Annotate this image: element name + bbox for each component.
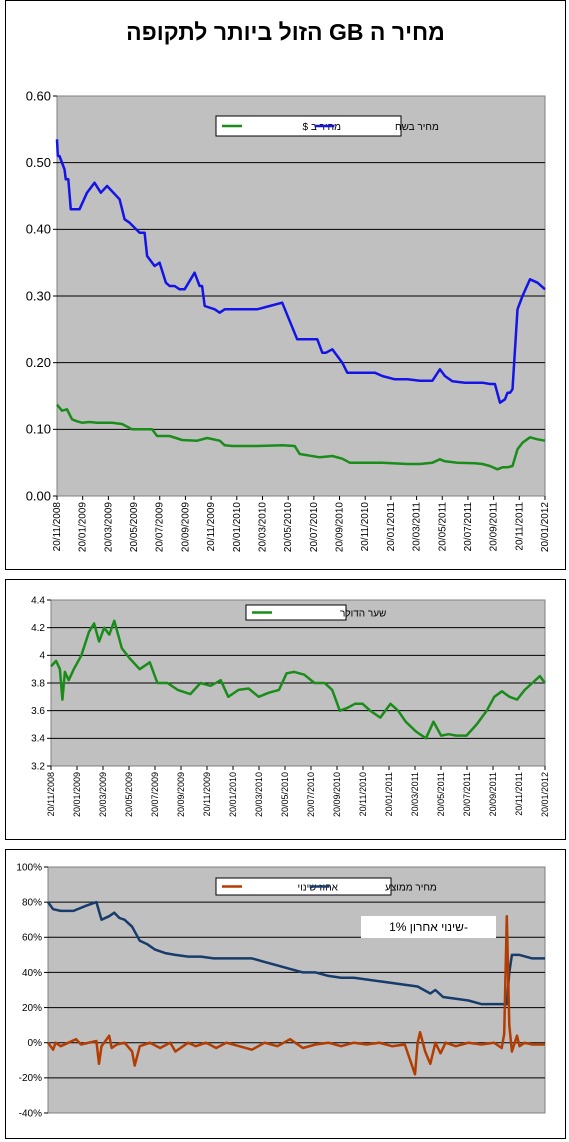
x-tick-label: 20/01/2010 [228, 772, 238, 817]
x-tick-label: 20/07/2010 [306, 772, 316, 817]
y-tick-label: 0.10 [26, 422, 51, 437]
x-tick-label: 20/05/2009 [129, 502, 140, 552]
chart-panel-dollar-rate: 3.2 3.4 3.6 3.8 4 4.2 4.4 20/11/2008 20/01/2009 2… [5, 579, 566, 840]
x-tick-label: 20/03/2010 [257, 502, 268, 552]
x-tick-label: 20/05/2010 [283, 502, 294, 552]
annotation-box [361, 916, 496, 938]
series-line [46, 900, 545, 1006]
x-tick-label: 20/07/2010 [309, 502, 320, 552]
x-tick-label: 20/11/2008 [46, 772, 56, 816]
y-tick-label: 80% [22, 897, 42, 908]
chart-panel-gb-price: מחיר ה GB הזול ביותר לתקופה 0.00 0.10 0.20… [5, 0, 566, 570]
legend-box [245, 604, 347, 621]
y-tick-label: 40% [22, 968, 42, 979]
y-tick-label: 60% [22, 933, 42, 944]
x-tick-label: 20/03/2011 [412, 502, 423, 552]
legend-label: מחיר בשח [395, 122, 439, 133]
x-tick-label: 20/09/2009 [180, 502, 191, 552]
x-tick-label: 20/03/2009 [98, 772, 108, 817]
x-tick-label: 20/09/2011 [488, 772, 498, 816]
x-tick-label: 20/01/2012 [540, 772, 550, 817]
x-tick-label: 20/05/2011 [437, 502, 448, 552]
x-tick-label: 20/09/2010 [332, 772, 342, 817]
x-tick-label: 20/11/2009 [202, 772, 212, 816]
legend-label: מחיר ב $ [303, 122, 342, 133]
y-tick-label: 4.2 [31, 623, 45, 634]
y-tick-label: 20% [22, 1003, 42, 1014]
percent-change-chart: -40% -20% 0% 20% 40% 60% 80% 100% אחוז שינוי מחיר… [16, 862, 546, 1119]
gb-price-chart: 0.00 0.10 0.20 0.30 0.40 0.50 0.60 20/11/2008 20… [26, 88, 551, 552]
x-tick-label: 20/05/2009 [124, 772, 134, 817]
x-tick-label: 20/07/2011 [462, 772, 472, 816]
legend-label: שער הדולר [340, 608, 386, 620]
y-tick-label: 0.40 [26, 222, 51, 237]
annotation-text: שינוי אחרון 1%- [389, 920, 468, 934]
y-tick-label: 3.2 [31, 761, 45, 772]
x-tick-label: 20/01/2011 [386, 502, 397, 552]
legend-box [215, 115, 402, 137]
x-tick-label: 20/01/2009 [72, 772, 82, 817]
y-tick-label: 0.20 [26, 355, 51, 370]
x-tick-label: 20/11/2011 [514, 772, 524, 816]
y-tick-label: 0.50 [26, 155, 51, 170]
y-tick-label: 100% [16, 862, 42, 873]
x-tick-label: 20/11/2010 [358, 772, 368, 816]
x-tick-label: 20/07/2009 [155, 502, 166, 552]
y-tick-label: 3.8 [31, 678, 45, 689]
legend-label: מחיר ממוצע [385, 883, 437, 894]
x-tick-label: 20/05/2010 [280, 772, 290, 817]
chart-title: מחיר ה GB הזול ביותר לתקופה [126, 19, 445, 45]
x-tick-label: 20/07/2011 [463, 502, 474, 552]
x-tick-label: 20/03/2010 [254, 772, 264, 817]
chart-panel-percent-change: -40% -20% 0% 20% 40% 60% 80% 100% אחוז שינוי מחיר… [5, 849, 566, 1139]
x-tick-label: 20/03/2011 [410, 772, 420, 816]
series-line [46, 914, 545, 1076]
x-tick-label: 20/01/2009 [78, 502, 89, 552]
y-tick-label: 0.60 [26, 88, 51, 103]
y-tick-label: 0.00 [26, 488, 51, 503]
x-tick-label: 20/07/2009 [150, 772, 160, 817]
legend-label: אחוז שינוי [298, 883, 339, 894]
x-tick-label: 20/11/2009 [206, 502, 217, 552]
x-tick-label: 20/05/2011 [436, 772, 446, 816]
y-tick-label: -40% [19, 1108, 42, 1119]
legend-box [215, 877, 392, 896]
y-tick-label: 0.30 [26, 288, 51, 303]
x-tick-label: 20/11/2010 [360, 502, 371, 552]
x-tick-label: 20/01/2011 [384, 772, 394, 816]
dollar-rate-chart: 3.2 3.4 3.6 3.8 4 4.2 4.4 20/11/2008 20/01/2009 2… [31, 595, 550, 817]
y-tick-label: 3.4 [31, 734, 45, 745]
y-tick-label: 4 [39, 651, 45, 662]
series-line [55, 139, 546, 404]
x-tick-label: 20/11/2008 [52, 502, 63, 552]
series-line [56, 403, 546, 471]
x-tick-label: 20/09/2009 [176, 772, 186, 817]
x-tick-label: 20/11/2011 [514, 502, 525, 551]
plot-area [47, 866, 546, 1114]
series-line [50, 619, 547, 740]
y-tick-label: 3.6 [31, 706, 45, 717]
x-tick-label: 20/01/2010 [232, 502, 243, 552]
y-tick-label: 0% [28, 1038, 43, 1049]
x-tick-label: 20/01/2012 [540, 502, 551, 552]
x-tick-label: 20/09/2010 [335, 502, 346, 552]
x-tick-label: 20/03/2009 [103, 502, 114, 552]
y-tick-label: 4.4 [31, 595, 45, 606]
x-tick-label: 20/09/2011 [489, 502, 500, 552]
y-tick-label: -20% [19, 1073, 42, 1084]
